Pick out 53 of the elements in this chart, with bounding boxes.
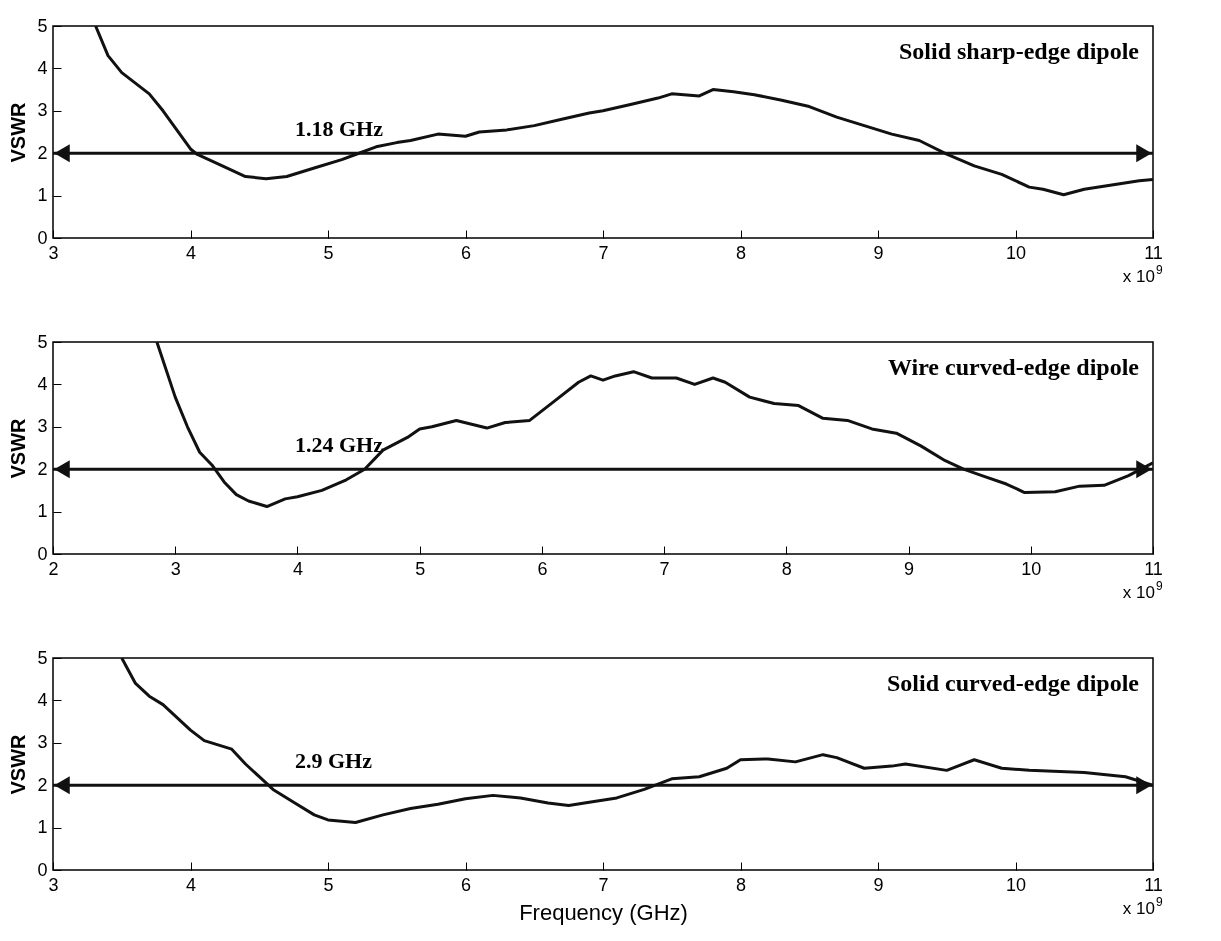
y-tick-label: 4 [37, 57, 48, 78]
y-tick-label: 4 [37, 373, 48, 394]
x-tick-label: 8 [781, 558, 792, 579]
y-tick-label: 3 [37, 100, 48, 121]
ref-line-label: 1.24 GHz [295, 432, 384, 458]
y-tick-label: 2 [37, 774, 48, 795]
y-tick-label: 5 [37, 331, 48, 352]
x-tick-label: 6 [537, 558, 548, 579]
x-tick-label: 9 [904, 558, 915, 579]
x-tick-label: 11 [1144, 874, 1163, 895]
y-axis-title: VSWR [7, 417, 30, 479]
ref-line-label: 1.18 GHz [295, 116, 384, 142]
y-tick-label: 1 [37, 501, 48, 522]
y-tick-label: 2 [37, 142, 48, 163]
x-tick-label: 9 [873, 242, 884, 263]
y-tick-label: 0 [37, 543, 48, 564]
x-tick-label: 6 [460, 242, 472, 263]
y-tick-label: 1 [37, 185, 48, 206]
x-tick-label: 5 [323, 874, 334, 895]
y-tick-label: 4 [37, 689, 48, 710]
text: Solid curved-edge dipole [886, 670, 1140, 696]
x-tick-label: 5 [323, 242, 334, 263]
x-tick-label: 8 [735, 874, 747, 895]
x-tick-label: 6 [460, 874, 472, 895]
text: Wire curved-edge dipole [887, 354, 1140, 380]
x-tick-label: 4 [185, 874, 197, 895]
x-tick-label: 4 [185, 242, 197, 263]
x-tick-label: 7 [598, 242, 609, 263]
x-tick-label: 11 [1144, 242, 1163, 263]
x-tick-label: 7 [659, 558, 670, 579]
x-tick-label: 11 [1144, 558, 1163, 579]
x-tick-label: 10 [1021, 558, 1042, 579]
x-tick-label: 3 [170, 558, 181, 579]
y-tick-label: 2 [37, 458, 48, 479]
y-axis-title: VSWR [7, 101, 30, 163]
x-tick-label: 10 [1005, 242, 1027, 263]
y-axis-title: VSWR [7, 733, 30, 795]
y-tick-label: 0 [37, 859, 48, 880]
x-tick-label: 7 [598, 874, 609, 895]
x-tick-label: 8 [735, 242, 747, 263]
x-tick-label: 5 [415, 558, 426, 579]
x-axis-title: Frequency (GHz) [519, 899, 688, 925]
y-tick-label: 0 [37, 227, 48, 248]
y-tick-label: 5 [37, 15, 48, 36]
y-tick-label: 1 [37, 817, 48, 838]
x-tick-label: 9 [873, 874, 884, 895]
y-tick-label: 3 [37, 732, 48, 753]
y-tick-label: 3 [37, 416, 48, 437]
y-tick-label: 5 [37, 647, 48, 668]
text: Solid sharp-edge dipole [898, 38, 1140, 64]
ref-line-label: 2.9 GHz [295, 748, 373, 774]
x-tick-label: 10 [1005, 874, 1027, 895]
x-tick-label: 4 [292, 558, 303, 579]
